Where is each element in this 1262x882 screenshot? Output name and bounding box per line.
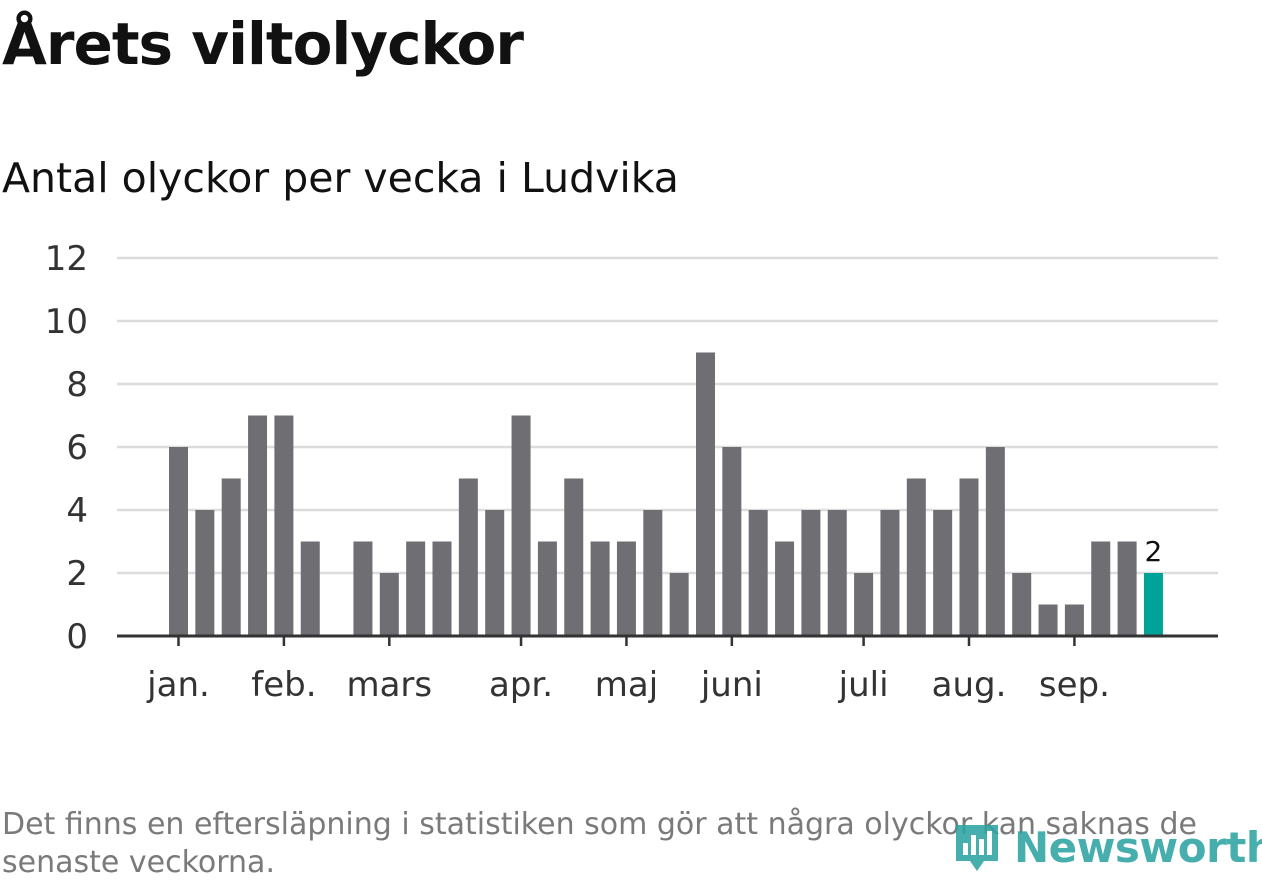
bar xyxy=(458,478,478,636)
x-tick-label: juli xyxy=(838,665,889,705)
bar xyxy=(248,415,268,636)
y-tick-label: 0 xyxy=(66,617,88,657)
y-tick-label: 10 xyxy=(45,302,88,342)
y-tick-label: 12 xyxy=(45,239,88,279)
bar xyxy=(854,573,874,636)
x-tick-label: sep. xyxy=(1039,665,1110,705)
bar xyxy=(1143,573,1163,636)
bar xyxy=(537,541,557,636)
bar-chart-icon xyxy=(956,825,998,871)
grid-lines xyxy=(117,256,1218,575)
bar xyxy=(748,510,768,636)
bar xyxy=(643,510,663,636)
labels: 0 2 4 6 8 10 12 2 jan. feb. mars apr. maj juni juli aug… xyxy=(45,239,1163,705)
bar xyxy=(1064,604,1084,636)
bar xyxy=(827,510,847,636)
bar xyxy=(590,541,610,636)
bar xyxy=(221,478,241,636)
bar xyxy=(511,415,531,636)
bar xyxy=(906,478,926,636)
bar xyxy=(379,573,399,636)
bar xyxy=(564,478,584,636)
bar xyxy=(353,541,373,636)
x-tick-label: jan. xyxy=(146,665,210,705)
bar xyxy=(669,573,689,636)
data-label-latest: 2 xyxy=(1145,535,1163,568)
bars xyxy=(169,352,1163,636)
bar xyxy=(959,478,979,636)
bar xyxy=(775,541,795,636)
newsworthy-logo: Newsworthy xyxy=(952,818,1262,876)
bar xyxy=(1117,541,1137,636)
y-tick-label: 6 xyxy=(66,428,88,468)
bar xyxy=(696,352,715,636)
x-tick-label: feb. xyxy=(251,665,316,705)
axes xyxy=(117,634,1218,646)
bar xyxy=(616,541,636,636)
bar xyxy=(801,510,821,636)
x-tick-label: aug. xyxy=(932,665,1007,705)
bar xyxy=(300,541,320,636)
bar xyxy=(195,510,215,636)
bar xyxy=(432,541,452,636)
bar xyxy=(722,447,742,636)
chart-subtitle: Antal olyckor per vecka i Ludvika xyxy=(2,154,679,202)
x-tick-label: juni xyxy=(700,665,763,705)
bar-chart: 0 2 4 6 8 10 12 2 jan. feb. mars apr. maj juni juli aug… xyxy=(45,239,1218,705)
y-tick-label: 8 xyxy=(66,365,88,405)
bar xyxy=(485,510,505,636)
x-tick-label: mars xyxy=(346,665,432,705)
y-tick-label: 4 xyxy=(66,491,88,531)
bar xyxy=(1038,604,1058,636)
logo-text: Newsworthy xyxy=(1014,822,1262,872)
bar xyxy=(169,447,188,636)
bar xyxy=(933,510,953,636)
bar xyxy=(274,415,294,636)
x-tick-label: maj xyxy=(595,665,658,705)
bar xyxy=(406,541,426,636)
bar xyxy=(1091,541,1111,636)
x-tick-label: apr. xyxy=(489,665,553,705)
chart-title: Årets viltolyckor xyxy=(2,10,524,78)
bar xyxy=(1012,573,1032,636)
y-tick-label: 2 xyxy=(66,554,88,594)
bar xyxy=(985,447,1005,636)
bar xyxy=(880,510,900,636)
